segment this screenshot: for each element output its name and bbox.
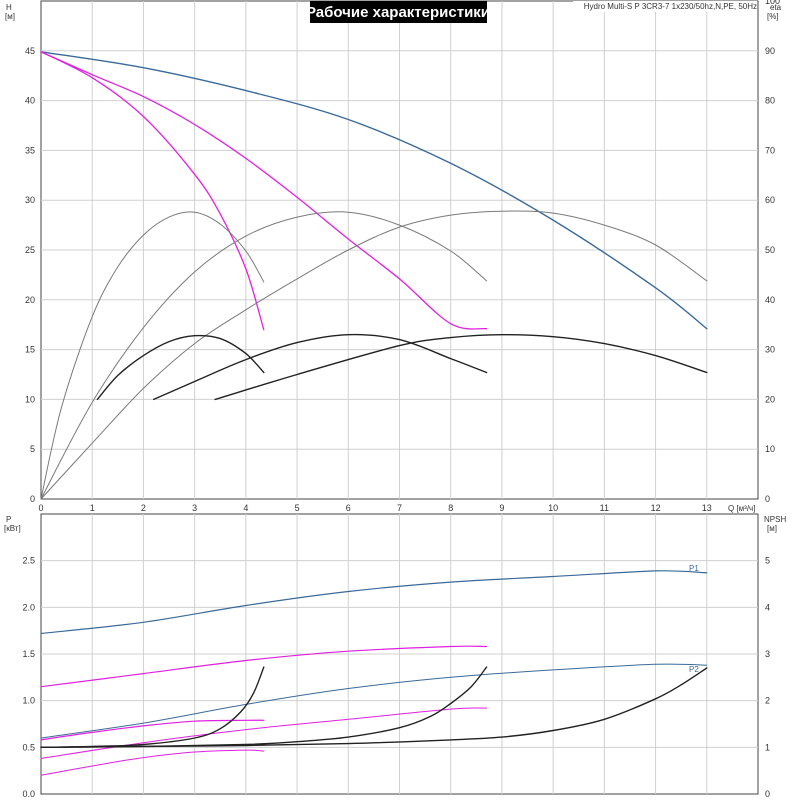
series-line-black-8 (40, 667, 708, 748)
x-tick-label: 3 (192, 503, 197, 513)
series-line-gray-5 (40, 210, 708, 500)
y-tick-label: 20 (25, 295, 35, 305)
y-tick-label: 0.0 (22, 789, 35, 799)
series-line-p1 (40, 570, 708, 635)
y2-tick-label: 10 (765, 444, 775, 454)
y2-tick-label: 4 (765, 602, 770, 612)
bottom-tick-labels: 0.0 0.5 1.0 1.5 2.0 2.5 0 1 2 3 4 5 (22, 556, 770, 799)
series-line-black-6 (96, 334, 265, 401)
y2-tick-label: 60 (765, 195, 775, 205)
y-tick-label: 10 (25, 394, 35, 404)
series-line-p2 (40, 663, 708, 739)
y-tick-label: 2.5 (22, 556, 35, 566)
bottom-series-group (40, 570, 708, 776)
top-tick-labels: 0510152025303540450102030405060708090100… (25, 0, 780, 513)
y-tick-label: 0 (30, 494, 35, 504)
y-tick-label: 0.5 (22, 742, 35, 752)
y2-tick-label: 80 (765, 96, 775, 106)
y-tick-label: 35 (25, 145, 35, 155)
y-axis-label-p: P (6, 515, 11, 524)
y2-axis-unit-eta: [%] (767, 12, 779, 21)
y2-axis-label-eta: eta (770, 3, 782, 12)
y2-tick-label: 70 (765, 145, 775, 155)
x-tick-label: 11 (600, 503, 609, 513)
y2-tick-label: 40 (765, 295, 775, 305)
y2-tick-label: 2 (765, 696, 770, 706)
y2-tick-label: 20 (765, 394, 775, 404)
y2-tick-label: 0 (765, 494, 770, 504)
series-label-p1: P1 (689, 564, 699, 573)
y-axis-label-h: H (6, 3, 12, 12)
info-background (573, 1, 757, 12)
series-line-gray-3 (40, 211, 265, 500)
y2-tick-label: 90 (765, 46, 775, 56)
x-tick-label: 8 (448, 503, 453, 513)
series-line-magenta-1 (40, 51, 488, 330)
y-axis-unit-h: [м] (5, 12, 15, 21)
x-tick-label: 12 (651, 503, 661, 513)
chart-header: Рабочие характеристики Hydro Multi-S P 3… (306, 1, 757, 23)
x-tick-label: 10 (548, 503, 558, 513)
y-tick-label: 1.0 (22, 696, 35, 706)
y2-tick-label: 0 (765, 789, 770, 799)
y2-tick-label: 30 (765, 345, 775, 355)
series-label-p2: P2 (689, 665, 699, 674)
y2-tick-label: 50 (765, 245, 775, 255)
top-grid (41, 1, 758, 499)
pump-model-info: Hydro Multi-S P 3CR3-7 1x230/50hz,N,PE, … (584, 2, 757, 11)
y-tick-label: 2.0 (22, 602, 35, 612)
y2-tick-label: 5 (765, 556, 770, 566)
x-tick-label: 2 (141, 503, 146, 513)
y-tick-label: 30 (25, 195, 35, 205)
x-tick-label: 9 (499, 503, 504, 513)
x-tick-label: 13 (702, 503, 712, 513)
power-npsh-panel: 0.0 0.5 1.0 1.5 2.0 2.5 0 1 2 3 4 5 P [кВт] NPSH [м… (4, 513, 786, 799)
x-tick-label: 7 (397, 503, 402, 513)
y-axis-unit-p: [кВт] (4, 524, 21, 533)
title-background (310, 1, 487, 23)
series-line-blue-0 (40, 51, 708, 330)
series-line-magenta-2 (40, 51, 265, 331)
x-tick-label: 6 (346, 503, 351, 513)
x-axis-label-q: Q [м³/ч] (728, 504, 755, 513)
x-tick-label: 5 (295, 503, 300, 513)
top-series-group (40, 51, 708, 500)
x-tick-label: 0 (38, 503, 43, 513)
series-line-magenta-2 (40, 645, 488, 688)
x-tick-label: 4 (243, 503, 248, 513)
chart-title: Рабочие характеристики (306, 4, 490, 21)
y-tick-label: 45 (25, 46, 35, 56)
series-line-gray-4 (40, 211, 488, 500)
y2-axis-label-npsh: NPSH (764, 515, 786, 524)
y-tick-label: 40 (25, 96, 35, 106)
y-tick-label: 15 (25, 345, 35, 355)
y-tick-label: 25 (25, 245, 35, 255)
y-tick-label: 5 (30, 444, 35, 454)
bottom-grid (41, 514, 758, 794)
y-tick-label: 1.5 (22, 649, 35, 659)
series-line-black-8 (214, 333, 708, 401)
series-line-magenta-5 (40, 749, 265, 776)
y2-axis-unit-npsh: [м] (767, 524, 777, 533)
y2-tick-label: 1 (765, 742, 770, 752)
series-line-black-7 (153, 333, 488, 401)
series-line-magenta-4 (40, 719, 265, 741)
head-efficiency-panel: 0510152025303540450102030405060708090100… (5, 0, 782, 513)
x-tick-label: 1 (90, 503, 95, 513)
y2-tick-label: 3 (765, 649, 770, 659)
y2-tick-label: 100 (765, 0, 780, 6)
